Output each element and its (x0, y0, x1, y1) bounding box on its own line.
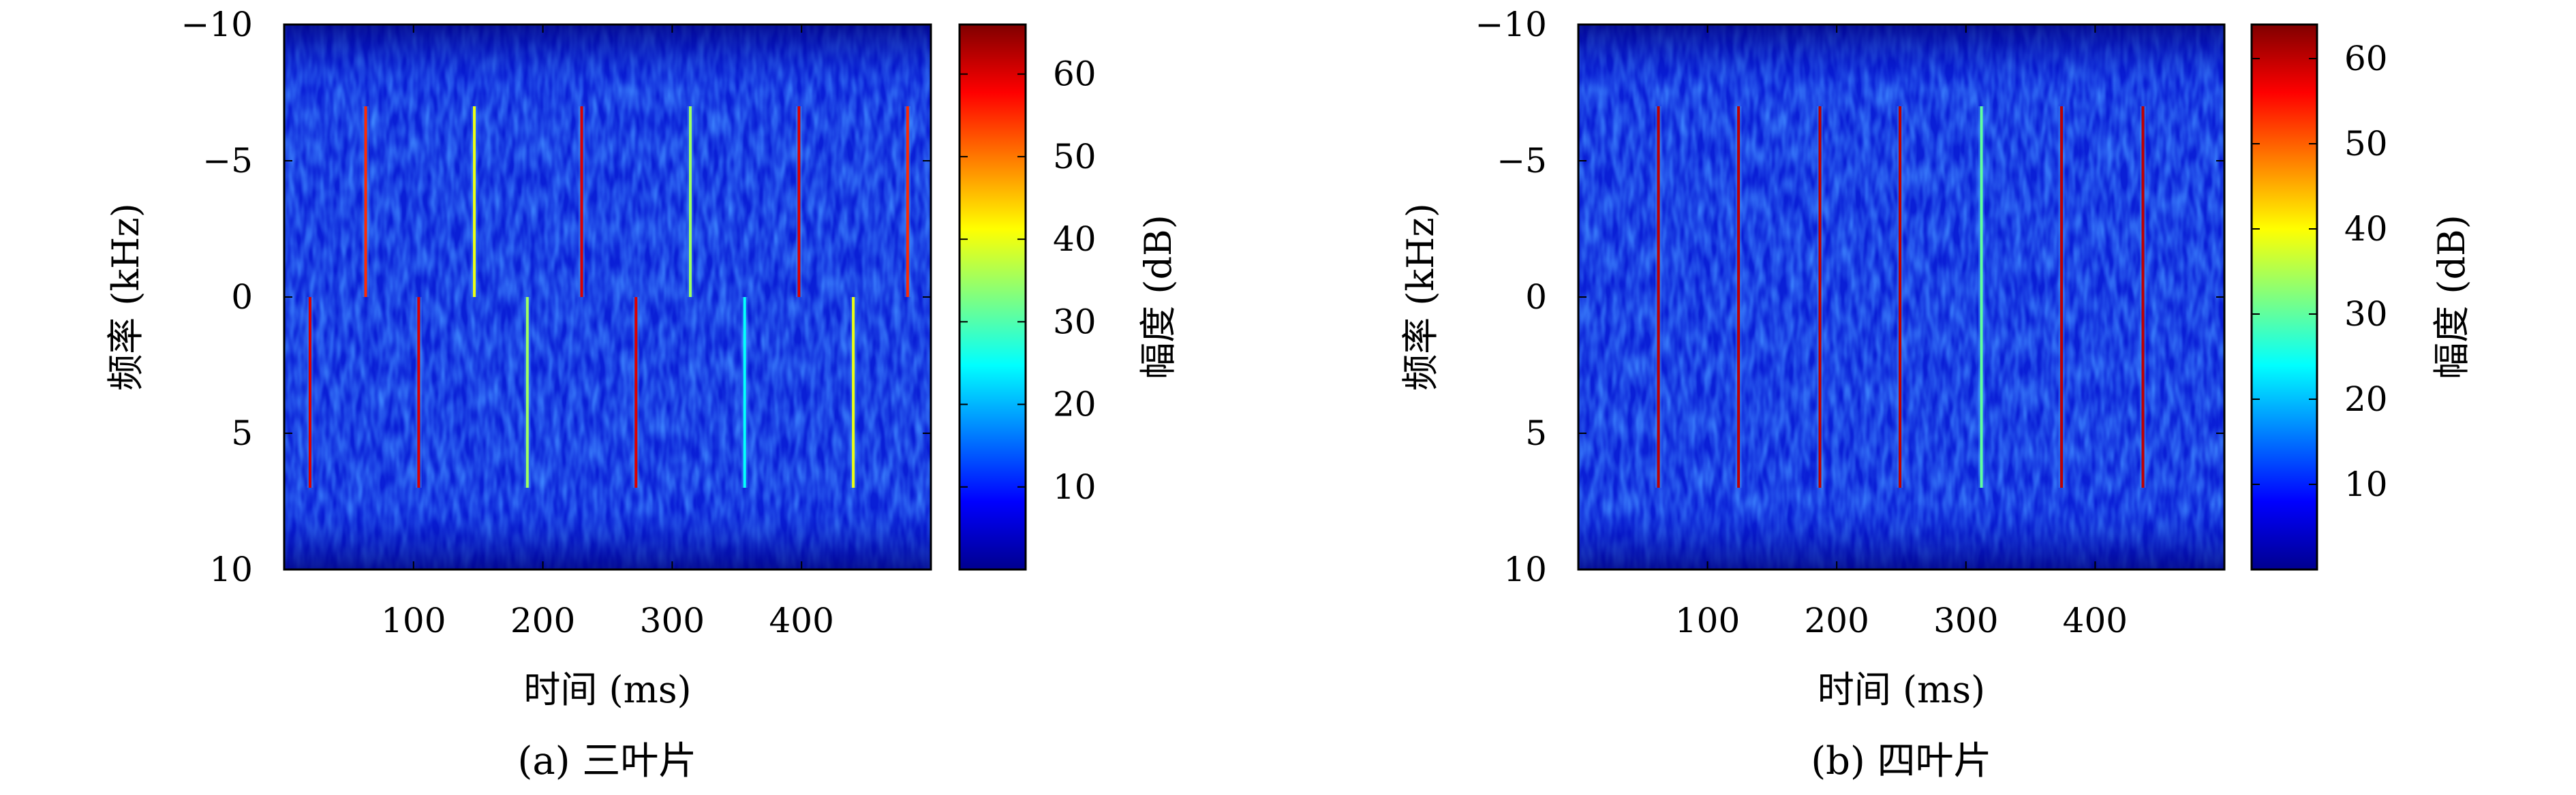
y-tick-label: −10 (1475, 5, 1547, 44)
flash-lines (1655, 106, 2147, 488)
x-tick-label: 200 (1804, 601, 1869, 640)
x-ticks: 100 200 300 400 (381, 25, 834, 640)
y-tick-label: 5 (231, 414, 253, 453)
y-tick-label: −10 (181, 5, 253, 44)
panel-caption: (a) 三叶片 (518, 739, 697, 783)
heatmap-plot (1577, 23, 2226, 571)
y-axis-label: 频率 (kHz) (104, 203, 147, 391)
colorbar-tick-label: 40 (1053, 219, 1097, 259)
heatmap-plot (283, 23, 932, 571)
colorbar-tick-label: 40 (2344, 209, 2388, 249)
colorbar: 10 20 30 40 50 60 幅度 (dB) (2250, 23, 2473, 571)
x-tick-label: 300 (640, 601, 705, 640)
y-tick-label: 5 (1525, 414, 1547, 453)
x-tick-label: 100 (1675, 601, 1740, 640)
colorbar: 10 20 30 40 50 60 幅度 (dB) (958, 23, 1180, 571)
colorbar-tick-label: 60 (2344, 39, 2388, 78)
colorbar-label: 幅度 (dB) (2430, 215, 2473, 379)
colorbar-tick-label: 60 (1053, 54, 1097, 94)
y-tick-label: 10 (209, 550, 253, 589)
colorbar-ticks: 10 20 30 40 50 60 (2252, 39, 2388, 504)
colorbar-tick-label: 20 (1053, 385, 1097, 424)
x-axis-label: 时间 (ms) (1818, 668, 1985, 711)
colorbar-tick-label: 10 (2344, 465, 2388, 504)
colorbar-tick-label: 50 (2344, 124, 2388, 163)
panel-caption: (b) 四叶片 (1811, 739, 1991, 783)
spectrogram-edge-band (284, 25, 931, 570)
x-tick-label: 100 (381, 601, 446, 640)
colorbar-gradient (2250, 23, 2318, 571)
y-tick-label: 0 (231, 277, 253, 317)
colorbar-tick-label: 10 (1053, 467, 1097, 507)
x-tick-label: 200 (510, 601, 575, 640)
y-tick-label: 0 (1525, 277, 1547, 317)
y-tick-label: 10 (1503, 550, 1547, 589)
y-tick-label: −5 (1497, 141, 1547, 181)
colorbar-gradient (958, 23, 1027, 571)
colorbar-ticks: 10 20 30 40 50 60 (960, 54, 1097, 507)
x-tick-label: 400 (2063, 601, 2128, 640)
y-axis-label: 频率 (kHz) (1399, 203, 1442, 391)
y-ticks: −10 −5 0 5 10 (1475, 5, 2224, 589)
colorbar-tick-label: 30 (2344, 294, 2388, 334)
y-tick-label: −5 (202, 141, 253, 181)
colorbar-label: 幅度 (dB) (1137, 215, 1180, 379)
x-tick-label: 300 (1933, 601, 1998, 640)
colorbar-tick-label: 50 (1053, 137, 1097, 176)
colorbar-tick-label: 30 (1053, 302, 1097, 341)
x-axis-label: 时间 (ms) (523, 668, 691, 711)
x-tick-label: 400 (769, 601, 833, 640)
x-ticks: 100 200 300 400 (1675, 25, 2128, 640)
y-ticks: −10 −5 0 5 10 (181, 5, 931, 589)
flash-lines (307, 106, 911, 488)
colorbar-tick-label: 20 (2344, 379, 2388, 419)
